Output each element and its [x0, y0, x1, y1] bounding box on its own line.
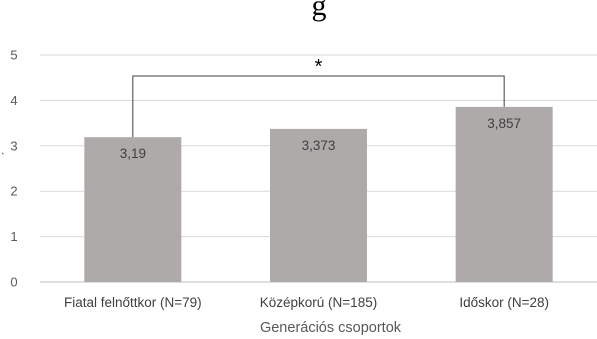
x-axis-title: Generációs csoportok [260, 320, 402, 336]
data-label: 3,857 [487, 116, 521, 131]
y-tick-label: 4 [10, 93, 17, 108]
y-tick-label: 2 [10, 184, 17, 199]
y-tick-label: 0 [10, 275, 17, 290]
y-axis-title-fragment: ˎ [1, 141, 5, 155]
bar [84, 137, 182, 282]
significance-marker: * [315, 56, 323, 78]
y-tick-label: 3 [10, 138, 17, 153]
data-label: 3,19 [120, 146, 146, 161]
significance-bracket [132, 75, 505, 138]
category-label: Időskor (N=28) [459, 295, 549, 310]
category-label: Fiatal felnőttkor (N=79) [64, 295, 202, 310]
y-tick-label: 5 [10, 48, 17, 63]
y-tick-label: 1 [10, 229, 17, 244]
chart-title-fragment: g [312, 0, 327, 22]
category-label: Középkorú (N=185) [260, 295, 377, 310]
bar [455, 106, 553, 282]
bar [270, 128, 367, 282]
data-label: 3,373 [302, 138, 336, 153]
